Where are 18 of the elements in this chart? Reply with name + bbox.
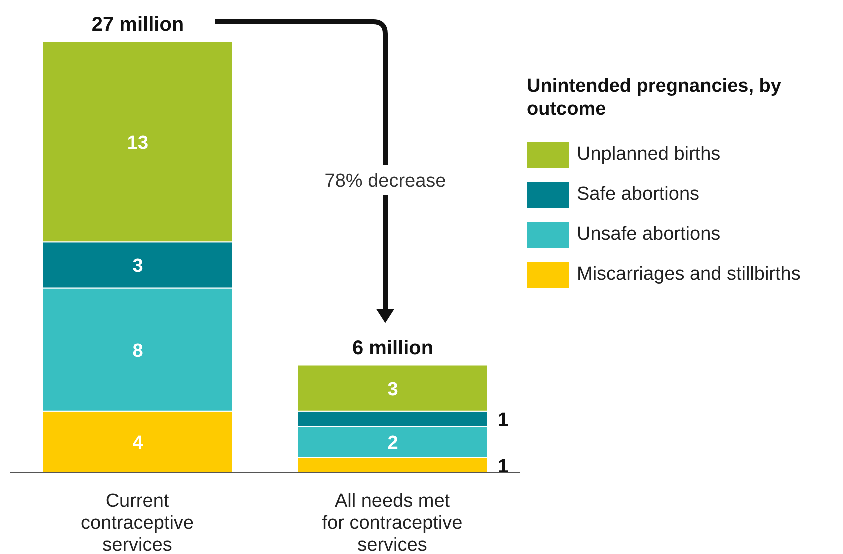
data-label: 3 [388,379,398,400]
legend-label: Miscarriages and stillbirths [577,264,801,286]
legend-label: Unplanned births [577,144,721,166]
legend-label: Unsafe abortions [577,224,721,246]
data-label: 8 [132,340,144,362]
x-tick-label: Current contraceptive services [80,491,194,554]
legend-label: Safe abortions [577,184,700,206]
data-label: 1 [498,410,509,432]
data-label: 3 [132,256,144,278]
data-label: 13 [127,133,149,154]
annotation: 78% decrease [324,171,446,192]
total-label: 27 million [92,14,184,36]
data-label: 4 [132,433,144,454]
data-label: 2 [388,433,398,454]
legend-title: Unintended pregnancies, by outcome [527,75,782,121]
data-label: 1 [498,456,509,478]
total-label: 6 million [352,337,434,360]
x-tick-label: All needs met for contraceptive services [322,491,463,554]
